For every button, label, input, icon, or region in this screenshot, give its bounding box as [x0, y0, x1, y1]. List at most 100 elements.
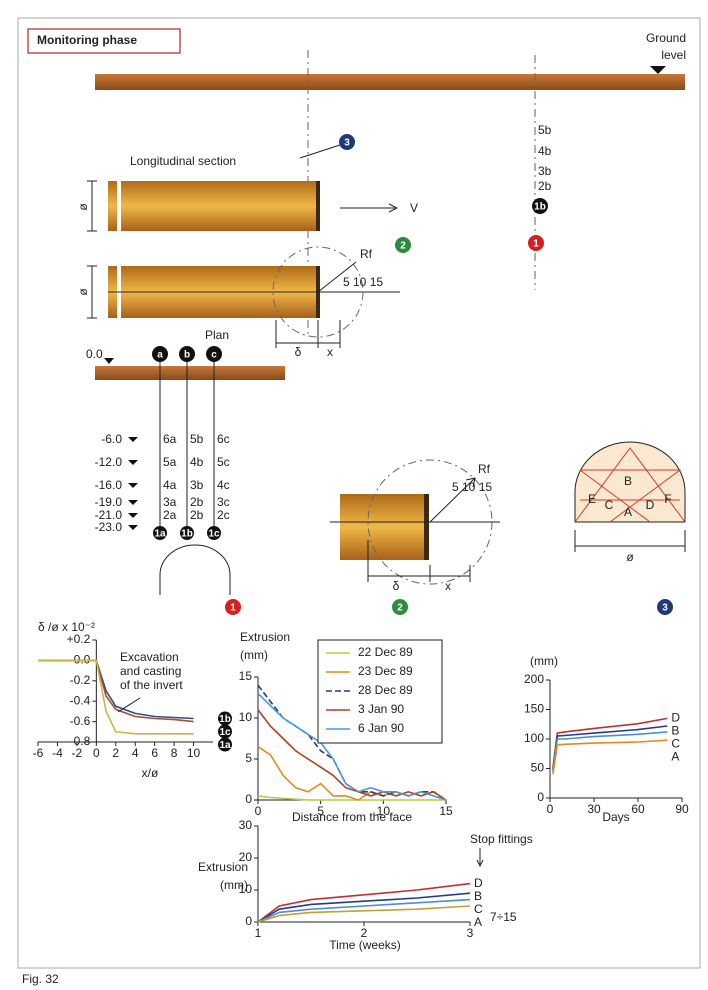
- y-tick-label: 0: [245, 914, 252, 928]
- point-label: 2b: [190, 495, 204, 509]
- point-label: D: [646, 498, 655, 512]
- ground-label: Ground: [646, 31, 686, 45]
- series-line: [553, 732, 667, 772]
- x-tick-label: 15: [439, 804, 453, 818]
- depth-label: -12.0: [95, 455, 123, 469]
- ground: [95, 366, 285, 380]
- depth-marker: [128, 500, 138, 505]
- delta-label: δ: [295, 345, 302, 359]
- x-tick-label: 10: [187, 746, 201, 760]
- arrow: [340, 204, 397, 212]
- point-label: 6a: [163, 432, 177, 446]
- legend-label: D: [474, 876, 483, 890]
- marker-label: 2: [400, 241, 406, 252]
- x-axis-label: Distance from the face: [292, 810, 412, 824]
- marker-label: 2: [397, 603, 403, 614]
- radius-label: Rf: [478, 462, 491, 476]
- y-axis-label: (mm): [220, 878, 248, 892]
- y-tick-label: 15: [239, 669, 253, 683]
- point-label: 3b: [190, 478, 204, 492]
- point-label: 6c: [217, 432, 230, 446]
- point-label: E: [588, 492, 596, 506]
- level-label: 2b: [538, 179, 552, 193]
- title: Monitoring phase: [37, 33, 137, 47]
- y-tick-label: -0.4: [70, 693, 91, 707]
- annotation-arrow: [477, 848, 483, 866]
- depth-marker: [128, 525, 138, 530]
- point-label: 3a: [163, 495, 177, 509]
- x-tick-label: -2: [72, 746, 83, 760]
- x-tick-label: 1: [255, 926, 262, 940]
- x-label: x: [445, 579, 451, 593]
- point-label: 2b: [190, 508, 204, 522]
- section-label: Plan: [205, 328, 229, 342]
- annotation: and casting: [120, 664, 181, 678]
- x-tick-label: 8: [171, 746, 178, 760]
- point-label: 5a: [163, 455, 177, 469]
- base-label: 1b: [181, 529, 193, 540]
- ground: [95, 74, 685, 90]
- y-tick-label: 30: [239, 818, 253, 832]
- marker-label: 3: [662, 603, 668, 614]
- section-label: Longitudinal section: [130, 154, 236, 168]
- level-label: 4b: [538, 144, 552, 158]
- legend-label: 22 Dec 89: [358, 645, 413, 659]
- leader: [300, 145, 340, 158]
- marker-label: 3: [344, 138, 350, 149]
- tunnel-face: [316, 181, 320, 231]
- dimension-label: ø: [76, 203, 90, 211]
- scale-label: 5 10 15: [343, 275, 383, 289]
- legend-label: 6 Jan 90: [358, 721, 404, 735]
- ground-label: level: [661, 48, 686, 62]
- dimension: [575, 530, 685, 552]
- legend-label: 1a: [219, 740, 231, 751]
- dimension-label: ø: [626, 550, 634, 564]
- depth-marker: [128, 513, 138, 518]
- level-label: 3b: [538, 164, 552, 178]
- y-tick-label: 0.0: [74, 653, 91, 667]
- y-tick-label: 150: [524, 702, 544, 716]
- series-line: [258, 884, 470, 922]
- point-label: C: [605, 498, 614, 512]
- x-tick-label: 0: [255, 804, 262, 818]
- point-label: 2a: [163, 508, 177, 522]
- x-tick-label: 0: [547, 802, 554, 816]
- base-label: 1a: [154, 529, 166, 540]
- legend-label: A: [671, 750, 679, 764]
- point-label: 4c: [217, 478, 230, 492]
- y-axis-label: (mm): [240, 648, 268, 662]
- level-label: 5b: [538, 123, 552, 137]
- depth-label: -16.0: [95, 478, 123, 492]
- y-axis-label: δ /ø x 10⁻²: [38, 620, 95, 634]
- tunnel-arch: [160, 545, 230, 595]
- x-tick-label: 30: [587, 802, 601, 816]
- base-label: 1b: [534, 202, 546, 213]
- dimension-label: ø: [76, 288, 90, 296]
- y-tick-label: -0.2: [70, 673, 91, 687]
- point-label: 3c: [217, 495, 230, 509]
- point-label: 4b: [190, 455, 204, 469]
- x-tick-label: 3: [467, 926, 474, 940]
- legend-label: B: [474, 889, 482, 903]
- depth-label: -23.0: [95, 520, 123, 534]
- tunnel: [108, 181, 320, 231]
- y-tick-label: 50: [531, 761, 545, 775]
- marker-label: 1: [533, 239, 539, 250]
- y-tick-label: 0: [537, 790, 544, 804]
- point-label: A: [624, 505, 632, 519]
- legend-label: 1b: [219, 714, 231, 725]
- annotation: of the invert: [120, 678, 183, 692]
- y-tick-label: -0.6: [70, 714, 91, 728]
- y-tick-label: 10: [239, 710, 253, 724]
- y-axis-label: Extrusion: [198, 860, 248, 874]
- delta-label: δ: [393, 579, 400, 593]
- radius-label: Rf: [360, 247, 373, 261]
- legend-label: 1c: [219, 727, 231, 738]
- legend-label: A: [474, 915, 482, 929]
- legend-label: B: [671, 724, 679, 738]
- x-tick-label: 4: [132, 746, 139, 760]
- point-label: 2c: [217, 508, 230, 522]
- x-axis-label: Time (weeks): [329, 938, 401, 952]
- x-tick-label: 0: [93, 746, 100, 760]
